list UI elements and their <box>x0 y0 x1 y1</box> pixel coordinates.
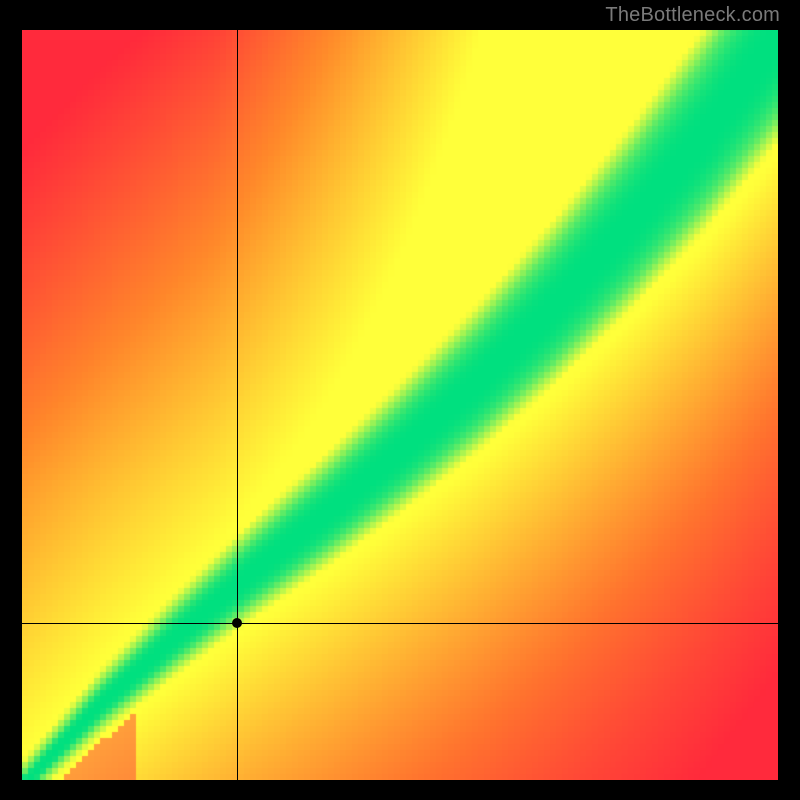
crosshair-vertical <box>237 30 238 780</box>
heatmap-canvas <box>22 30 778 780</box>
watermark-text: TheBottleneck.com <box>605 4 780 27</box>
crosshair-marker <box>232 618 242 628</box>
crosshair-horizontal <box>22 623 778 624</box>
heatmap-plot <box>22 30 778 780</box>
